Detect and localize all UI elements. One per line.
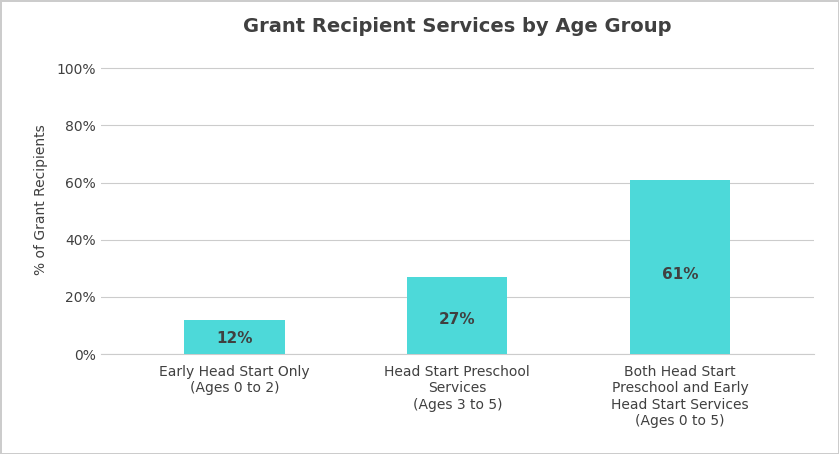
Bar — [630, 180, 730, 354]
Text: 61%: 61% — [662, 267, 698, 282]
Bar — [185, 320, 284, 354]
Bar — [407, 277, 508, 354]
Text: 12%: 12% — [216, 331, 253, 346]
Y-axis label: % of Grant Recipients: % of Grant Recipients — [34, 124, 48, 275]
Text: 27%: 27% — [439, 311, 476, 326]
Title: Grant Recipient Services by Age Group: Grant Recipient Services by Age Group — [243, 16, 671, 35]
